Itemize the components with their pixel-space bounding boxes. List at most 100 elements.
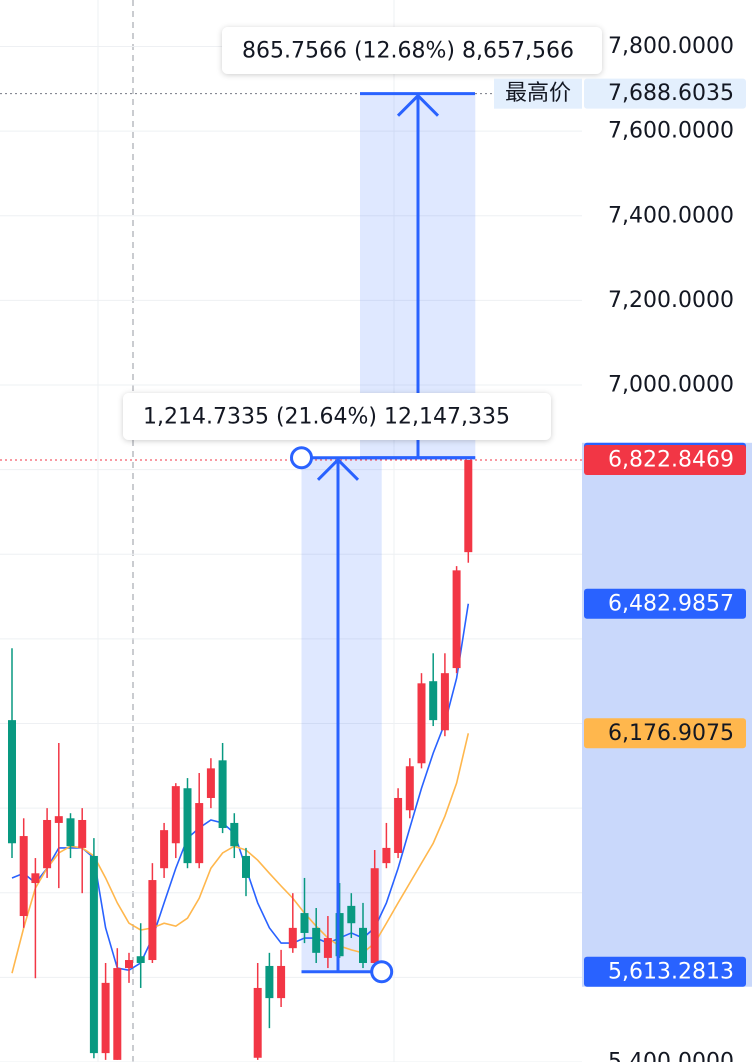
y-tick-label: 7,000.0000: [608, 373, 734, 398]
candle: [78, 808, 87, 894]
price-label-box: [584, 444, 746, 475]
candle-body: [195, 803, 204, 864]
candle-body: [429, 681, 438, 721]
candle-body: [125, 960, 133, 969]
candle: [335, 883, 344, 958]
axis-highlight: [582, 442, 752, 987]
candle-body: [464, 459, 473, 553]
candle-body: [8, 720, 16, 844]
candle: [206, 758, 215, 809]
candle: [171, 783, 180, 859]
candle-body: [288, 927, 297, 949]
candle: [370, 850, 379, 974]
candle-body: [136, 956, 145, 963]
candle: [359, 902, 367, 969]
candle-body: [218, 760, 227, 829]
price-label-box: [584, 78, 746, 109]
candle: [230, 813, 239, 859]
price-label-box: [584, 588, 746, 619]
candle: [452, 566, 461, 674]
measure-label-box: [222, 27, 602, 74]
measure-range: [301, 457, 382, 972]
candle-body: [171, 786, 180, 844]
candle: [89, 838, 98, 1059]
candle-body: [160, 830, 169, 869]
measure-label: 1,214.7335 (21.64%) 12,147,335: [143, 405, 510, 430]
candle-body: [452, 570, 461, 669]
candle-body: [335, 913, 344, 957]
candle: [288, 893, 297, 953]
measure-label: 865.7566 (12.68%) 8,657,566: [242, 39, 574, 64]
candle-body: [66, 818, 75, 847]
candle-body: [148, 880, 157, 961]
price-tag: 最高价: [505, 81, 571, 106]
candle-body: [206, 768, 215, 798]
candle-body: [265, 965, 274, 999]
candle-body: [31, 873, 40, 884]
price-label-box: [584, 956, 746, 987]
candle: [101, 962, 110, 1060]
y-tick-label: 7,200.0000: [608, 288, 734, 313]
candle: [31, 858, 40, 979]
candle: [347, 893, 356, 939]
candle: [300, 877, 309, 944]
candle-body: [19, 836, 28, 917]
candle-body: [277, 965, 286, 999]
candle: [440, 653, 449, 737]
candle-body: [370, 868, 379, 963]
candle: [66, 813, 75, 859]
candle-body: [113, 968, 122, 1060]
y-tick-label: 7,400.0000: [608, 203, 734, 228]
candle: [160, 822, 169, 878]
candle: [323, 916, 332, 969]
candle-body: [440, 673, 449, 731]
candle: [277, 949, 286, 1007]
candle: [8, 648, 16, 859]
candle-body: [54, 816, 63, 823]
candle-body: [417, 683, 426, 764]
measure-handle: [290, 446, 313, 470]
candle-body: [43, 819, 52, 869]
candle: [429, 653, 438, 727]
candle-body: [242, 855, 250, 878]
price-label: 6,822.8469: [608, 447, 734, 472]
candle: [136, 923, 145, 988]
candle: [312, 907, 321, 963]
candle-body: [230, 822, 239, 847]
price-label: 6,176.9075: [608, 721, 734, 746]
ma-line: [11, 603, 470, 972]
ma-line: [11, 733, 470, 974]
candle-body: [323, 938, 332, 958]
candle-body: [312, 927, 321, 953]
candle: [464, 459, 473, 563]
candle-body: [89, 855, 98, 1054]
candle: [19, 818, 28, 928]
arrow-head: [316, 457, 360, 481]
price-label-box: [584, 718, 746, 749]
y-tick-label: 7,600.0000: [608, 119, 734, 144]
price-label: 6,482.9857: [608, 591, 734, 616]
candle: [242, 847, 250, 897]
candle-body: [300, 913, 309, 933]
price-label: 7,688.6035: [608, 81, 734, 106]
candle: [125, 952, 133, 983]
price-tag-box: [494, 78, 582, 109]
candle-body: [253, 987, 262, 1058]
candle: [394, 788, 403, 859]
measure-label-box: [123, 393, 551, 440]
candle-body: [394, 797, 403, 853]
candle-body: [359, 927, 367, 963]
candle: [148, 863, 157, 963]
candle: [405, 758, 414, 819]
y-tick-label: 7,800.0000: [608, 34, 734, 59]
candle: [253, 962, 262, 1060]
candle: [265, 952, 274, 1029]
candle-body: [382, 847, 391, 864]
arrow-head: [396, 93, 440, 117]
candle-body: [405, 766, 414, 811]
candle-body: [183, 788, 192, 864]
candle: [417, 673, 426, 769]
candle: [183, 778, 192, 869]
